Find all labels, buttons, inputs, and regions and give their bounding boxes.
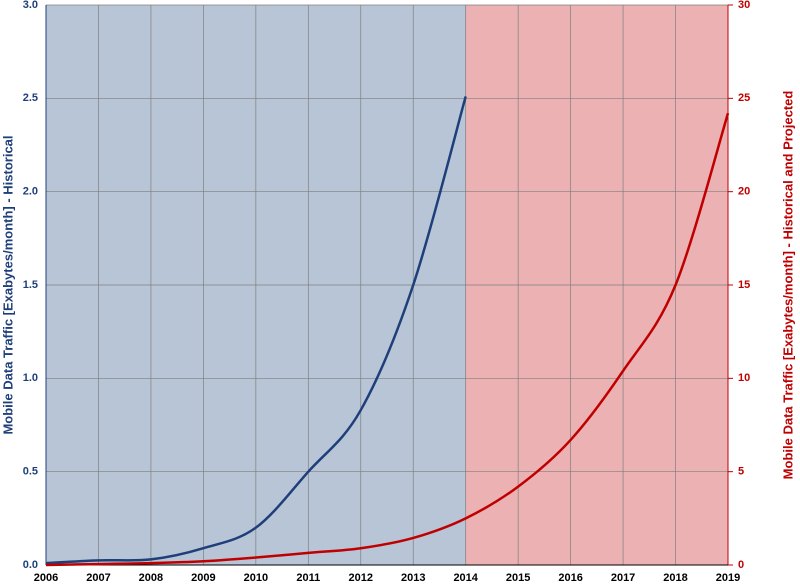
y2-axis-title: Mobile Data Traffic [Exabytes/month] - H… [780,91,795,480]
y-tick-label: 3.0 [23,0,38,11]
x-tick-label: 2018 [663,572,687,584]
y2-tick-label: 15 [738,279,750,291]
x-tick-label: 2014 [453,572,478,584]
x-tick-label: 2012 [349,572,373,584]
x-tick-label: 2008 [139,572,163,584]
x-tick-label: 2016 [558,572,582,584]
y-axis-title: Mobile Data Traffic [Exabytes/month] - H… [0,135,15,434]
y-tick-label: 0.0 [23,559,38,571]
y2-tick-label: 25 [738,92,750,104]
y2-tick-label: 5 [738,466,744,478]
x-tick-label: 2010 [244,572,268,584]
x-tick-label: 2006 [34,572,58,584]
y2-tick-label: 20 [738,186,750,198]
y-tick-label: 2.5 [23,92,38,104]
y2-tick-label: 30 [738,0,750,11]
y2-tick-label: 0 [738,559,744,571]
x-tick-label: 2011 [296,572,320,584]
x-tick-label: 2009 [191,572,215,584]
y-tick-label: 1.0 [23,372,38,384]
line-series [45,112,730,567]
line-series [45,96,467,565]
x-tick-label: 2017 [611,572,635,584]
y-tick-label: 1.5 [23,279,38,291]
y-tick-label: 2.0 [23,186,38,198]
x-tick-label: 2013 [401,572,425,584]
y2-tick-label: 10 [738,372,750,384]
y-tick-label: 0.5 [23,466,38,478]
x-tick-label: 2019 [716,572,740,584]
x-tick-label: 2015 [506,572,530,584]
x-tick-label: 2007 [86,572,110,584]
